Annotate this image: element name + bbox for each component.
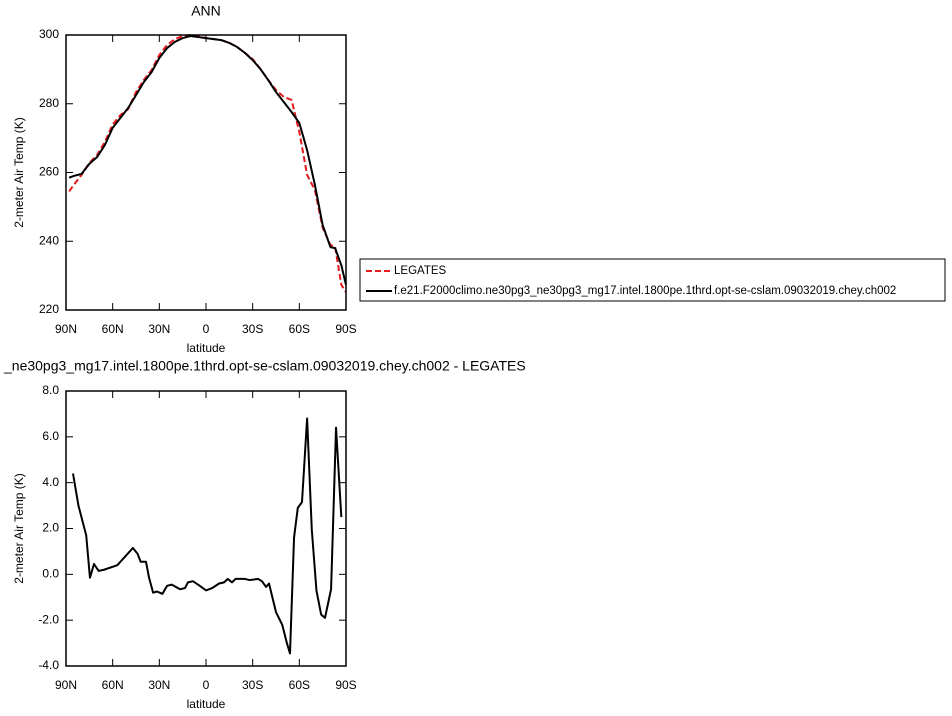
x-tick-label: 0 (203, 678, 210, 692)
y-tick-label: 6.0 (42, 429, 59, 443)
y-tick-label: 240 (39, 233, 59, 247)
y-axis-label: 2-meter Air Temp (K) (12, 473, 26, 583)
data-line (68, 34, 347, 293)
data-line (72, 417, 343, 655)
x-tick-label: 0 (203, 322, 210, 336)
x-tick-label: 90N (55, 322, 77, 336)
y-tick-label: 8.0 (42, 383, 59, 397)
x-tick-label: 90S (335, 678, 356, 692)
y-tick-label: 300 (39, 27, 59, 41)
y-tick-label: -2.0 (38, 612, 59, 626)
plot-frame (65, 34, 347, 311)
x-tick-label: 60N (102, 322, 124, 336)
data-line (68, 35, 347, 286)
x-tick-label: 30N (148, 322, 170, 336)
y-axis-label: 2-meter Air Temp (K) (12, 117, 26, 227)
y-tick-label: 2.0 (42, 521, 59, 535)
plot-frame (65, 390, 347, 667)
x-tick-label: 30S (242, 322, 263, 336)
x-tick-label: 90N (55, 678, 77, 692)
x-tick-label: 60S (289, 678, 310, 692)
y-tick-label: 0.0 (42, 567, 59, 581)
x-axis-label: latitude (187, 697, 226, 711)
legend-box (359, 258, 946, 302)
x-axis-label: latitude (187, 341, 226, 355)
x-tick-label: 60S (289, 322, 310, 336)
x-tick-label: 90S (335, 322, 356, 336)
chart-title: _ne30pg3_mg17.intel.1800pe.1thrd.opt-se-… (3, 358, 526, 374)
y-tick-label: 220 (39, 302, 59, 316)
y-tick-label: 4.0 (42, 475, 59, 489)
x-tick-label: 30N (148, 678, 170, 692)
legend-label: f.e21.F2000climo.ne30pg3_ne30pg3_mg17.in… (394, 285, 896, 297)
x-tick-label: 30S (242, 678, 263, 692)
y-tick-label: -4.0 (38, 658, 59, 672)
y-tick-label: 280 (39, 96, 59, 110)
y-tick-label: 260 (39, 165, 59, 179)
chart-title: ANN (191, 3, 221, 19)
x-tick-label: 60N (102, 678, 124, 692)
legend-label: LEGATES (394, 265, 447, 277)
